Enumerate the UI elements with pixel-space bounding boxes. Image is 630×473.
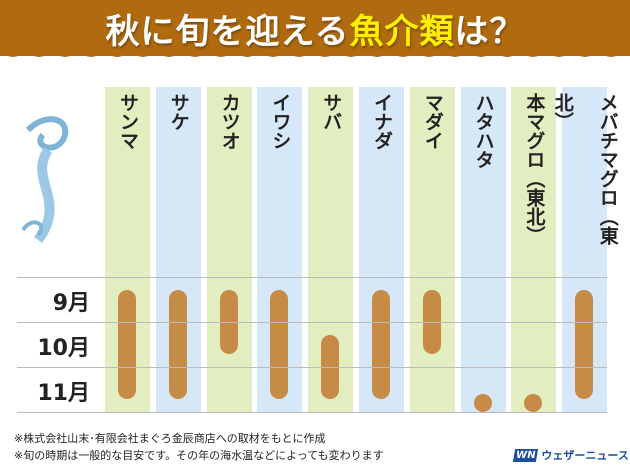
fish-name: 本マグロ（東北） [523, 93, 546, 245]
season-bar [473, 394, 492, 412]
fish-name: サケ [167, 93, 190, 131]
grid-line [17, 412, 607, 413]
footnote-disclaimer: ※旬の時期は一般的な目安です。その年の海水温などによっても変わります [14, 449, 384, 462]
grid-line [17, 322, 607, 323]
fish-column: サケ [155, 87, 201, 413]
fish-name: カツオ [218, 93, 241, 150]
fish-name: メバチマグロ（東北） [551, 93, 619, 245]
fish-column: イナダ [359, 87, 404, 413]
month-label: 9月 [52, 291, 90, 316]
fish-column: イワシ [257, 87, 303, 413]
fish-name: イナダ [371, 93, 393, 150]
title-banner [0, 0, 630, 56]
month-label: 11月 [37, 381, 90, 406]
fish-column: サンマ [105, 87, 150, 413]
title-part3: は？ [454, 12, 525, 52]
grid-line [17, 367, 607, 368]
fish-column: メバチマグロ（東北） [551, 87, 619, 413]
wave-swirl-icon [21, 116, 69, 243]
season-bar [575, 290, 594, 399]
logo-text: ウェザーニュース [541, 449, 629, 462]
fish-name: サバ [320, 93, 343, 131]
fish-column: サバ [308, 87, 354, 413]
fish-column: マダイ [409, 87, 455, 413]
fish-column: 本マグロ（東北） [511, 87, 557, 413]
season-bar [372, 290, 390, 399]
season-bar [524, 394, 543, 412]
title-highlight: 魚介類 [349, 12, 455, 52]
wavy-border [0, 50, 630, 57]
fish-name: イワシ [269, 93, 292, 150]
fish-name: ハタハタ [472, 93, 495, 169]
grid-line [17, 277, 607, 278]
fish-name: マダイ [421, 93, 444, 150]
footnotes: ※株式会社山末･有限会社まぐろ金辰商店への取材をもとに作成 ※旬の時期は一般的な… [14, 430, 384, 464]
season-bar [270, 290, 289, 399]
season-bar [168, 290, 187, 399]
season-bar [118, 290, 136, 399]
fish-column: カツオ [206, 87, 252, 413]
logo-mark: WN [512, 448, 539, 462]
weathernews-logo: WN ウェザーニュース [512, 447, 629, 463]
title-part1: 秋に旬を迎える [105, 12, 350, 52]
fish-name: サンマ [117, 93, 139, 150]
page-title: 秋に旬を迎える魚介類は？ [0, 4, 630, 53]
footnote-source: ※株式会社山末･有限会社まぐろ金辰商店への取材をもとに作成 [14, 432, 326, 445]
month-label: 10月 [37, 336, 90, 361]
fish-column: ハタハタ [460, 87, 506, 413]
